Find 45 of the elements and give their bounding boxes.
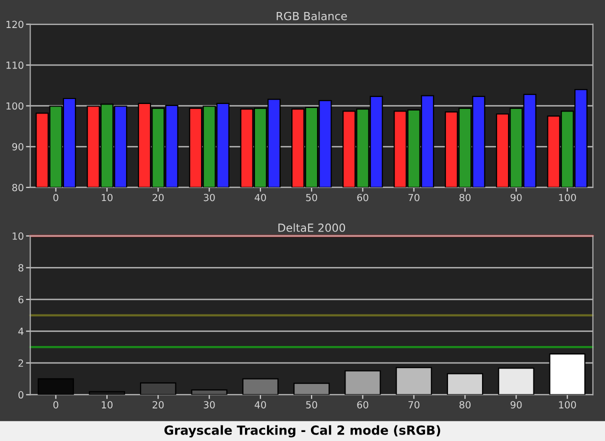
x-tick-label: 50 (306, 401, 318, 408)
x-tick-label: 90 (510, 401, 522, 408)
y-tick-label: 110 (6, 62, 24, 69)
bar (38, 378, 74, 395)
x-tick-label: 10 (102, 194, 113, 202)
chart-title: DeltaE 2000 (278, 223, 346, 232)
bar (293, 382, 330, 395)
x-tick-label: 20 (152, 194, 164, 202)
x-tick-label: 50 (306, 194, 318, 202)
x-tick-label: 10 (102, 401, 113, 408)
x-tick-label: 70 (408, 194, 420, 202)
x-tick-label: 100 (559, 194, 576, 202)
y-tick-label: 4 (18, 328, 24, 335)
bar (498, 368, 534, 395)
bar (344, 370, 381, 395)
chart-title: RGB Balance (276, 12, 347, 20)
y-tick-label: 2 (18, 359, 24, 367)
bar (242, 378, 279, 395)
x-tick-label: 70 (408, 401, 420, 408)
bar (549, 353, 586, 395)
x-tick-label: 0 (53, 194, 58, 202)
x-tick-label: 100 (559, 401, 576, 408)
x-tick-label: 80 (460, 401, 471, 408)
x-tick-label: 30 (204, 194, 215, 202)
x-tick-label: 60 (357, 194, 368, 202)
x-tick-label: 30 (204, 401, 215, 408)
y-tick-label: 90 (12, 143, 24, 150)
x-tick-label: 20 (152, 401, 164, 408)
x-tick-label: 40 (254, 401, 266, 408)
y-tick-label: 100 (6, 102, 24, 110)
x-tick-label: 0 (53, 401, 58, 408)
y-tick-label: 120 (6, 20, 24, 28)
text: Grayscale Tracking - Cal 2 mode (sRGB) (164, 425, 440, 438)
bar (140, 382, 176, 395)
bar (191, 389, 228, 395)
y-tick-label: 8 (18, 264, 24, 272)
x-tick-label: 80 (460, 194, 471, 202)
y-tick-label: 0 (18, 391, 24, 399)
y-tick-label: 80 (12, 184, 24, 192)
y-tick-label: 6 (18, 296, 24, 304)
x-tick-label: 60 (357, 401, 368, 408)
x-tick-label: 40 (254, 194, 266, 202)
y-tick-label: 10 (12, 232, 24, 240)
bar (446, 373, 484, 395)
x-tick-label: 90 (510, 194, 522, 202)
